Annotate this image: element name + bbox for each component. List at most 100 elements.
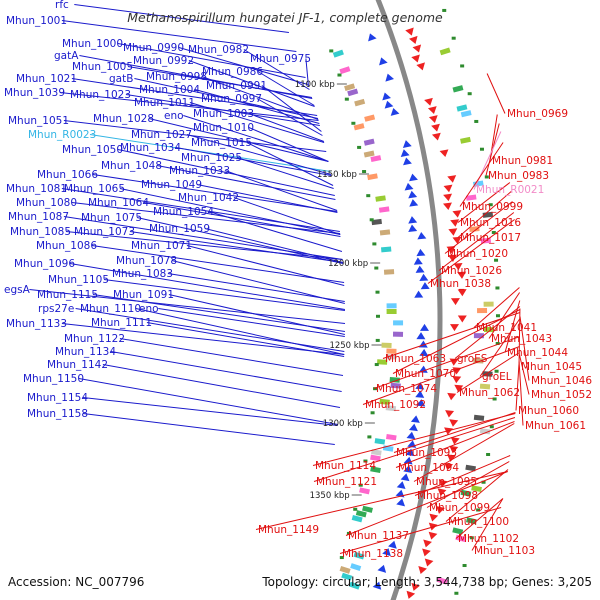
- gene-label-right[interactable]: Mhun_1098: [417, 490, 478, 502]
- gene-label-left[interactable]: Mhun_1086: [36, 240, 97, 252]
- gene-label-right[interactable]: Mhun_1138: [342, 548, 403, 560]
- gene-label-left[interactable]: Mhun_1154: [27, 392, 88, 404]
- gene-label-left[interactable]: Mhun_1028: [93, 113, 154, 125]
- gene-label-left[interactable]: eno: [139, 303, 159, 315]
- gene-label-left[interactable]: egsA: [4, 284, 31, 296]
- gene-label-left[interactable]: Mhun_1122: [64, 333, 125, 345]
- gene-label-left[interactable]: Mhun_1081: [6, 183, 67, 195]
- gene-label-right[interactable]: Mhun_1045: [521, 361, 582, 373]
- gene-label-right[interactable]: Mhun_1017: [460, 232, 521, 244]
- gene-label-left[interactable]: Mhun_1039: [4, 87, 65, 99]
- gene-label-left[interactable]: Mhun_1080: [16, 197, 77, 209]
- gene-label-left[interactable]: eno: [164, 110, 184, 122]
- gene-label-left[interactable]: Mhun_1075: [81, 212, 142, 224]
- gene-label-left[interactable]: gatA: [54, 50, 79, 62]
- gene-label-left[interactable]: Mhun_1091: [113, 289, 174, 301]
- gene-label-left[interactable]: Mhun_1049: [141, 179, 202, 191]
- gene-label-left[interactable]: Mhun_1142: [47, 359, 108, 371]
- gene-label-left[interactable]: Mhun_1004: [139, 84, 200, 96]
- gene-label-left[interactable]: Mhun_1034: [120, 142, 181, 154]
- gene-label-left[interactable]: Mhun_1025: [181, 152, 242, 164]
- gene-label-right[interactable]: Mhun_1137: [348, 530, 409, 542]
- gene-label-left[interactable]: Mhun_1065: [64, 183, 125, 195]
- gene-label-right[interactable]: Mhun_0981: [492, 155, 553, 167]
- gene-label-left[interactable]: Mhun_0990: [123, 42, 184, 54]
- gene-label-right[interactable]: Mhun_R0021: [476, 184, 544, 196]
- gene-label-right[interactable]: Mhun_1095: [416, 476, 477, 488]
- gene-label-right[interactable]: Mhun_1046: [531, 375, 592, 387]
- gene-label-right[interactable]: Mhun_1041: [476, 322, 537, 334]
- gene-label-left[interactable]: Mhun_1085: [10, 226, 71, 238]
- gene-label-left[interactable]: Mhun_1048: [101, 160, 162, 172]
- gene-label-right[interactable]: Mhun_1043: [491, 333, 552, 345]
- gene-label-left[interactable]: Mhun_1134: [55, 346, 116, 358]
- gene-label-right[interactable]: Mhun_1100: [448, 516, 509, 528]
- gene-label-right[interactable]: Mhun_1044: [507, 347, 568, 359]
- gene-label-left[interactable]: Mhun_0982: [188, 44, 249, 56]
- gene-label-left[interactable]: Mhun_R0023: [28, 129, 96, 141]
- gene-label-left[interactable]: Mhun_1003: [193, 108, 254, 120]
- gene-label-left[interactable]: Mhun_1010: [193, 122, 254, 134]
- gene-label-left[interactable]: Mhun_1042: [178, 192, 239, 204]
- gene-label-right[interactable]: groES: [457, 353, 488, 365]
- gene-label-left[interactable]: Mhun_1133: [6, 318, 67, 330]
- gene-label-left[interactable]: Mhun_1066: [37, 169, 98, 181]
- gene-label-left[interactable]: Mhun_1115: [37, 289, 98, 301]
- gene-label-left[interactable]: Mhun_1050: [62, 144, 123, 156]
- gene-label-right[interactable]: Mhun_1060: [518, 405, 579, 417]
- gene-label-right[interactable]: Mhun_1093: [396, 447, 457, 459]
- gene-label-right[interactable]: Mhun_1099: [429, 502, 490, 514]
- gene-label-right[interactable]: Mhun_0969: [507, 108, 568, 120]
- gene-label-left[interactable]: Mhun_1005: [72, 61, 133, 73]
- gene-label-left[interactable]: rfc: [55, 0, 69, 11]
- gene-label-right[interactable]: Mhun_1038: [430, 278, 491, 290]
- gene-label-left[interactable]: Mhun_1150: [23, 373, 84, 385]
- gene-label-left[interactable]: rps27e: [38, 303, 74, 315]
- gene-label-right[interactable]: Mhun_1102: [458, 533, 519, 545]
- gene-label-left[interactable]: Mhun_1158: [27, 408, 88, 420]
- gene-label-right[interactable]: Mhun_1063: [385, 353, 446, 365]
- gene-label-left[interactable]: Mhun_1033: [169, 165, 230, 177]
- gene-label-left[interactable]: Mhun_1105: [48, 274, 109, 286]
- gene-label-left[interactable]: Mhun_1021: [16, 73, 77, 85]
- gene-label-left[interactable]: Mhun_1064: [88, 197, 149, 209]
- gene-label-left[interactable]: Mhun_1027: [131, 129, 192, 141]
- gene-label-left[interactable]: Mhun_0992: [133, 55, 194, 67]
- gene-label-left[interactable]: Mhun_1083: [112, 268, 173, 280]
- gene-label-right[interactable]: Mhun_1092: [365, 399, 426, 411]
- gene-label-left[interactable]: Mhun_1078: [116, 255, 177, 267]
- gene-label-left[interactable]: Mhun_1051: [8, 115, 69, 127]
- gene-label-left[interactable]: Mhun_1023: [70, 89, 131, 101]
- gene-label-right[interactable]: Mhun_0983: [488, 170, 549, 182]
- gene-label-right[interactable]: Mhun_1016: [460, 217, 521, 229]
- gene-label-left[interactable]: Mhun_1015: [191, 137, 252, 149]
- gene-label-right[interactable]: Mhun_1094: [398, 462, 459, 474]
- gene-label-right[interactable]: Mhun_1114: [315, 460, 376, 472]
- gene-label-left[interactable]: Mhun_1073: [74, 226, 135, 238]
- gene-label-left[interactable]: Mhun_1111: [91, 317, 152, 329]
- gene-label-left[interactable]: Mhun_1071: [131, 240, 192, 252]
- gene-label-left[interactable]: gatB: [109, 73, 133, 85]
- gene-label-left[interactable]: Mhun_0975: [250, 53, 311, 65]
- gene-label-left[interactable]: Mhun_1096: [14, 258, 75, 270]
- gene-label-right[interactable]: Mhun_1061: [525, 420, 586, 432]
- gene-label-right[interactable]: Mhun_1074: [376, 383, 437, 395]
- gene-label-left[interactable]: Mhun_1054: [153, 206, 214, 218]
- gene-label-left[interactable]: Mhun_1011: [134, 97, 195, 109]
- gene-label-left[interactable]: Mhun_1001: [6, 15, 67, 27]
- gene-label-right[interactable]: Mhun_1121: [316, 476, 377, 488]
- gene-label-left[interactable]: Mhun_1087: [8, 211, 69, 223]
- gene-label-right[interactable]: Mhun_1103: [474, 545, 535, 557]
- gene-label-left[interactable]: Mhun_0986: [202, 66, 263, 78]
- gene-label-right[interactable]: Mhun_1026: [441, 265, 502, 277]
- gene-label-left[interactable]: Mhun_1110: [80, 303, 141, 315]
- gene-label-right[interactable]: Mhun_1020: [447, 248, 508, 260]
- gene-label-left[interactable]: Mhun_1059: [149, 223, 210, 235]
- gene-label-left[interactable]: Mhun_0991: [206, 80, 267, 92]
- gene-label-right[interactable]: Mhun_1052: [531, 389, 592, 401]
- gene-label-right[interactable]: groEL: [482, 371, 512, 383]
- gene-label-right[interactable]: Mhun_1070: [395, 368, 456, 380]
- gene-label-right[interactable]: Mhun_1149: [258, 524, 319, 536]
- gene-label-left[interactable]: Mhun_1000: [62, 38, 123, 50]
- gene-label-left[interactable]: Mhun_0997: [201, 93, 262, 105]
